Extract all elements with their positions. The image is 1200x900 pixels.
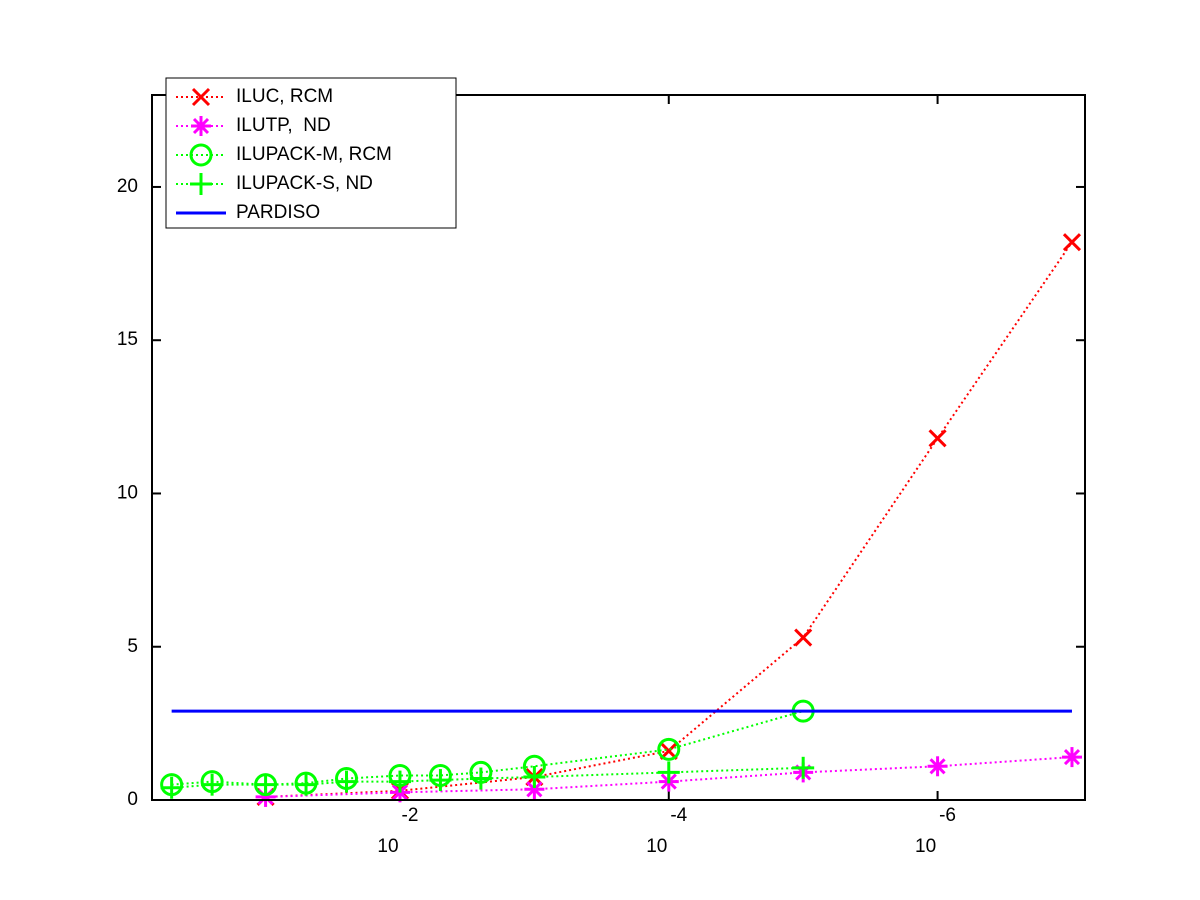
marker-stroke xyxy=(794,628,813,647)
marker xyxy=(388,770,411,793)
marker xyxy=(523,766,546,789)
legend-label: PARDISO xyxy=(236,202,320,223)
x-tick-exponent: -2 xyxy=(402,805,419,826)
marker xyxy=(160,776,183,799)
marker-stroke xyxy=(191,87,211,107)
legend-box xyxy=(165,77,457,229)
marker-stroke xyxy=(1063,749,1081,766)
marker xyxy=(1061,747,1082,768)
marker-stroke xyxy=(192,117,210,135)
legend-label: ILUC, RCM xyxy=(236,86,333,107)
marker xyxy=(1062,233,1082,252)
marker xyxy=(201,773,224,796)
y-tick-label: 15 xyxy=(117,329,138,350)
marker xyxy=(657,737,681,761)
y-tick-label: 5 xyxy=(127,636,138,657)
marker xyxy=(254,773,277,796)
marker xyxy=(524,779,545,800)
y-tick-label: 10 xyxy=(117,482,138,503)
marker xyxy=(189,143,213,167)
series-line xyxy=(171,710,804,786)
series-line xyxy=(171,766,804,789)
marker-stroke xyxy=(929,758,946,775)
marker-stroke xyxy=(526,781,543,798)
marker xyxy=(469,767,492,790)
x-tick-label: 10 xyxy=(646,836,667,857)
marker xyxy=(335,770,358,793)
legend-label: ILUTP, ND xyxy=(236,115,331,136)
marker-circle xyxy=(657,737,681,761)
y-tick-label: 0 xyxy=(127,789,138,810)
x-tick-label: 10 xyxy=(915,836,936,857)
marker-stroke xyxy=(1062,233,1082,252)
marker xyxy=(295,773,318,796)
legend: ILUC, RCM ILUTP, ND ILUPACK-M, RCM ILUPACK-… xyxy=(165,77,457,229)
marker xyxy=(191,87,211,107)
x-tick-exponent: -6 xyxy=(939,805,956,826)
marker xyxy=(794,628,813,647)
y-tick-label: 20 xyxy=(117,176,138,197)
marker xyxy=(191,116,211,136)
marker xyxy=(792,756,815,779)
x-tick-label: 10 xyxy=(377,836,398,857)
marker-circle xyxy=(189,143,213,167)
marker xyxy=(927,756,948,777)
x-tick-exponent: -4 xyxy=(670,805,687,826)
marker xyxy=(928,429,947,448)
marker-stroke xyxy=(928,429,947,448)
plot-frame xyxy=(151,94,1086,801)
legend-label: ILUPACK-S, ND xyxy=(236,173,373,194)
legend-label: ILUPACK-M, RCM xyxy=(236,144,392,165)
marker xyxy=(657,761,680,784)
marker xyxy=(429,769,452,792)
marker xyxy=(190,173,212,195)
